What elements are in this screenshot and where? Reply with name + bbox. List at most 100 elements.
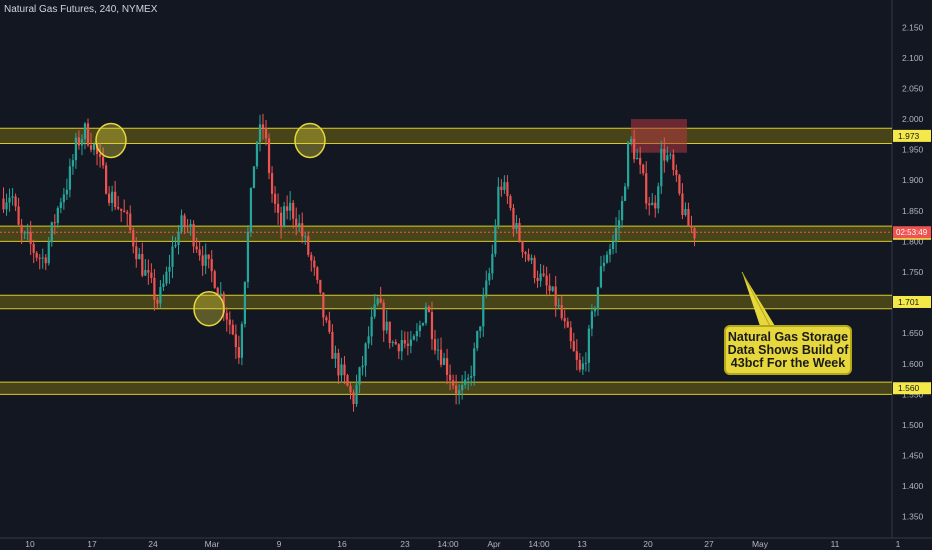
candle-body: [445, 358, 449, 375]
candle-body: [65, 189, 68, 195]
candle-body: [617, 220, 621, 229]
annotation-callout: Natural Gas Storage Data Shows Build of …: [724, 325, 852, 375]
candle-body: [32, 243, 35, 253]
highlight-circle: [294, 122, 326, 159]
candle-body: [436, 349, 440, 351]
candle-body: [135, 246, 138, 260]
candle-body: [261, 124, 265, 128]
highlight-circle: [95, 122, 127, 159]
x-tick-label: 14:00: [437, 539, 459, 549]
candle-body: [391, 341, 394, 343]
candle-body: [491, 253, 494, 274]
candle-body: [283, 206, 286, 227]
candle-body: [216, 287, 219, 296]
candle-body: [141, 254, 144, 276]
candle-body: [690, 225, 693, 228]
candle-body: [237, 347, 240, 358]
candle-body: [44, 257, 47, 264]
candle-body: [346, 375, 349, 386]
candle-body: [183, 215, 186, 226]
candle-body: [675, 169, 678, 176]
candle-body: [328, 320, 331, 332]
candle-body: [479, 326, 482, 332]
candle-body: [111, 191, 114, 203]
y-tick-label: 1.400: [902, 481, 924, 491]
y-tick-label: 1.650: [902, 328, 924, 338]
candle-body: [240, 324, 243, 358]
candle-body: [310, 254, 313, 261]
candle-body: [427, 306, 431, 312]
candle-body: [409, 339, 412, 346]
candle-body: [189, 223, 192, 227]
candle-body: [470, 375, 473, 378]
support-resistance-zone: [0, 128, 892, 144]
candle-body: [192, 223, 195, 247]
candle-body: [231, 324, 234, 335]
candle-body: [461, 384, 464, 391]
candle-body: [403, 340, 406, 344]
candle-body: [645, 173, 648, 204]
y-tick-label: 1.550: [902, 389, 924, 399]
candle-body: [566, 321, 569, 328]
candle-body: [352, 392, 355, 405]
candle-body: [213, 271, 216, 288]
candle-body: [95, 144, 99, 154]
candle-body: [53, 222, 56, 224]
candle-body: [678, 175, 681, 194]
candle-body: [382, 302, 385, 331]
candle-body: [289, 202, 292, 211]
y-tick-label: 1.750: [902, 267, 924, 277]
candle-body: [500, 186, 503, 190]
candle-body: [563, 318, 566, 322]
candle-body: [174, 244, 177, 247]
candle-body: [207, 254, 210, 259]
candle-body: [343, 364, 346, 376]
candle-body: [642, 164, 645, 174]
candle-body: [108, 193, 111, 203]
candle-body: [663, 148, 666, 161]
candle-body: [26, 232, 29, 234]
candle-body: [590, 311, 594, 329]
chart-title: Natural Gas Futures, 240, NYMEX: [4, 4, 158, 15]
candle-body: [415, 331, 418, 337]
candle-body: [267, 138, 271, 174]
candle-body: [473, 348, 476, 376]
candle-body: [602, 262, 606, 267]
candle-body: [292, 202, 295, 219]
candle-body: [545, 275, 548, 286]
x-tick-label: 24: [148, 539, 158, 549]
candle-body: [280, 212, 283, 227]
candle-body: [243, 282, 247, 325]
zone-price-label-bg: [893, 382, 931, 395]
candle-body: [630, 138, 633, 143]
candle-body: [388, 321, 391, 343]
candle-body: [86, 123, 90, 146]
y-tick-label: 1.600: [902, 359, 924, 369]
candle-body: [518, 222, 521, 242]
candle-body: [623, 186, 627, 201]
zone-price-label-bg: [893, 129, 931, 142]
candle-body: [180, 215, 183, 232]
candle-body: [2, 198, 5, 210]
candle-body: [246, 231, 250, 283]
candle-body: [687, 208, 690, 226]
candle-body: [98, 153, 102, 157]
candle-body: [168, 266, 171, 272]
candle-body: [114, 191, 117, 208]
candle-body: [406, 343, 409, 346]
candle-body: [439, 349, 443, 365]
candle-body: [298, 223, 301, 226]
candle-body: [71, 160, 75, 167]
candle-body: [319, 279, 322, 293]
annotation-line-3: 43bcf For the Week: [730, 356, 846, 370]
candle-body: [120, 208, 123, 211]
candle-body: [286, 206, 289, 211]
x-tick-label: 14:00: [528, 539, 550, 549]
x-tick-label: 10: [25, 539, 35, 549]
candle-body: [581, 363, 584, 370]
candle-body: [20, 224, 23, 233]
candle-body: [68, 166, 71, 190]
candle-body: [569, 327, 572, 342]
candle-body: [639, 157, 642, 165]
